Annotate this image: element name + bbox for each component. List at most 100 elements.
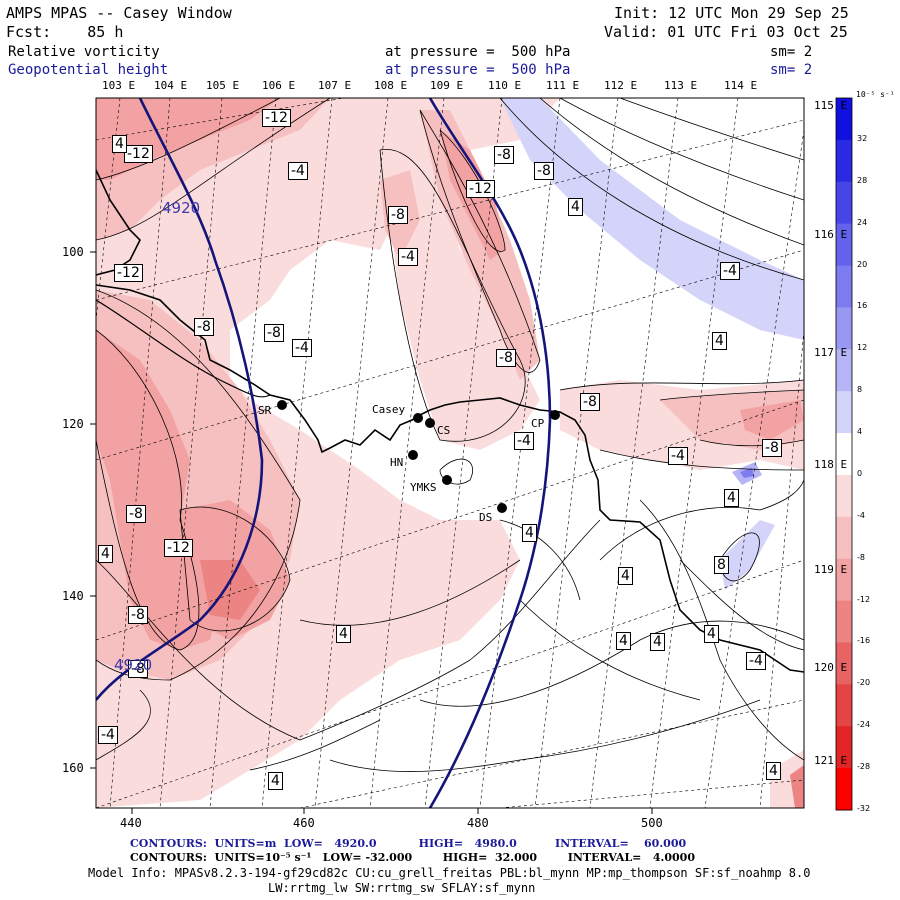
pressure-level-2: at pressure = 500 hPa	[385, 62, 571, 78]
colorbar-tick-label: 24	[857, 217, 868, 227]
init-time: Init: 12 UTC Mon 29 Sep 25	[614, 4, 849, 22]
station-label-hn: HN	[390, 456, 404, 469]
station-label-cs: CS	[437, 424, 451, 437]
vorticity-contour-label: -4	[98, 726, 118, 744]
vorticity-contour-label: -8	[126, 505, 146, 523]
station-label-ds: DS	[479, 511, 493, 524]
station-dot-ds	[497, 503, 507, 513]
vorticity-contour-label: 4	[568, 198, 583, 216]
vorticity-contour-label: -4	[288, 162, 308, 180]
vorticity-fill-dark	[740, 400, 804, 440]
lat-label: 115 E	[814, 99, 848, 112]
vorticity-contour-label: 4	[522, 524, 537, 542]
vorticity-contour-label: 4	[650, 633, 665, 651]
vorticity-contour-label: 4	[618, 567, 633, 585]
coastline-inland	[96, 299, 271, 398]
colorbar-tick-label: 28	[857, 175, 868, 185]
lat-label: 116 E	[814, 228, 848, 241]
vorticity-contour-label: -12	[164, 539, 193, 557]
lat-label: 120 E	[814, 661, 848, 674]
vorticity-contour-label: -12	[262, 109, 291, 127]
colorbar-tick-label: 0	[857, 468, 863, 478]
vorticity-contour-label: -4	[668, 447, 688, 465]
vorticity-contours	[96, 98, 804, 772]
colorbar-segment	[836, 307, 852, 350]
smoothing-1: sm= 2	[770, 44, 813, 60]
colorbar-tick-label: -16	[857, 636, 871, 646]
colorbar-segment	[836, 726, 852, 769]
lon-label: 114 E	[724, 79, 758, 92]
lon-label: 105 E	[206, 79, 240, 92]
vorticity-contour-label: 4	[112, 135, 127, 153]
colorbar-segment	[836, 139, 852, 183]
y-axis-label: 120	[62, 417, 84, 431]
smoothing-2: sm= 2	[770, 62, 813, 78]
lat-label: 117 E	[814, 346, 848, 359]
axis-ticks	[90, 251, 653, 814]
x-axis-label: 460	[293, 816, 315, 830]
colorbar-segment	[836, 98, 852, 141]
x-axis-label: 440	[120, 816, 142, 830]
height-contour-label: 4920	[114, 656, 153, 674]
colorbar-tick-label: 20	[857, 259, 868, 269]
vorticity-fill-positive	[740, 468, 754, 478]
vorticity-contour-label: -8	[264, 324, 284, 342]
geopotential-contours	[96, 98, 552, 808]
footer-vorticity-contours: CONTOURS: UNITS=10⁻⁵ s⁻¹ LOW= -32.000 HI…	[130, 851, 695, 864]
colorbar-segment	[836, 223, 852, 267]
station-dot-cp	[550, 410, 560, 420]
vorticity-contour-label: -8	[388, 206, 408, 224]
colorbar-tick-label: -20	[857, 678, 871, 688]
lon-label: 109 E	[430, 79, 464, 92]
vorticity-contour-label: -4	[746, 652, 766, 670]
colorbar-tick-label: -12	[857, 594, 871, 604]
footer-physics-info: LW:rrtmg_lw SW:rrtmg_sw SFLAY:sf_mynn	[268, 881, 536, 895]
lat-label: 118 E	[814, 458, 848, 471]
footer-height-contours: CONTOURS: UNITS=m LOW= 4920.0 HIGH= 4980…	[130, 837, 687, 850]
station-label-cp: CP	[531, 417, 545, 430]
lon-label: 103 E	[102, 79, 136, 92]
vorticity-fill-light	[380, 140, 540, 450]
vorticity-contour-label: -4	[720, 262, 740, 280]
colorbar-tick-label: -4	[857, 510, 865, 520]
vorticity-fill-positive	[720, 520, 775, 590]
lon-label: 110 E	[488, 79, 522, 92]
vorticity-contour-label: 4	[704, 625, 719, 643]
colorbar-tick-label: 4	[857, 427, 863, 437]
y-axis-label: 160	[62, 761, 84, 775]
footer-model-info: Model Info: MPASv8.2.3-194-gf29cd82c CU:…	[88, 866, 811, 880]
station-label-sr: SR	[258, 404, 272, 417]
colorbar-segment	[836, 684, 852, 727]
vorticity-contour-label: -8	[194, 318, 214, 336]
colorbar-tick-label: -28	[857, 762, 871, 772]
colorbar-units: 10⁻⁵ s⁻¹	[856, 90, 895, 99]
map-frame	[95, 97, 805, 809]
station-dot-casey	[413, 413, 423, 423]
vorticity-contour-label: -8	[496, 349, 516, 367]
colorbar-segment	[836, 474, 852, 518]
vorticity-contour-label: -4	[514, 432, 534, 450]
colorbar-tick-label: 8	[857, 385, 863, 395]
vorticity-contour-label: 4	[766, 762, 781, 780]
station-markers	[277, 400, 560, 513]
station-dot-hn	[408, 450, 418, 460]
colorbar-tick-label: 32	[857, 133, 868, 143]
colorbar-tick-label: -24	[857, 720, 871, 730]
vorticity-contour-label: -4	[292, 339, 312, 357]
colorbar-segment	[836, 516, 852, 560]
vorticity-fill-darkest	[790, 765, 804, 808]
vorticity-contour-label: 4	[98, 545, 113, 563]
vorticity-contour-label: -8	[580, 393, 600, 411]
lat-lon-grid	[96, 98, 804, 808]
colorbar-tick-label: -32	[857, 804, 871, 813]
vorticity-contour-label: -4	[398, 248, 418, 266]
vorticity-contour-label: -12	[124, 145, 153, 163]
lon-label: 108 E	[374, 79, 408, 92]
vorticity-contour-label: -8	[128, 660, 148, 678]
lat-label: 119 E	[814, 563, 848, 576]
vorticity-contour-label: 4	[268, 772, 283, 790]
y-axis-label: 100	[62, 245, 84, 259]
colorbar-tick-label: -8	[857, 552, 865, 562]
map-title: AMPS MPAS -- Casey Window	[6, 4, 232, 22]
colorbar-segment	[836, 642, 852, 685]
